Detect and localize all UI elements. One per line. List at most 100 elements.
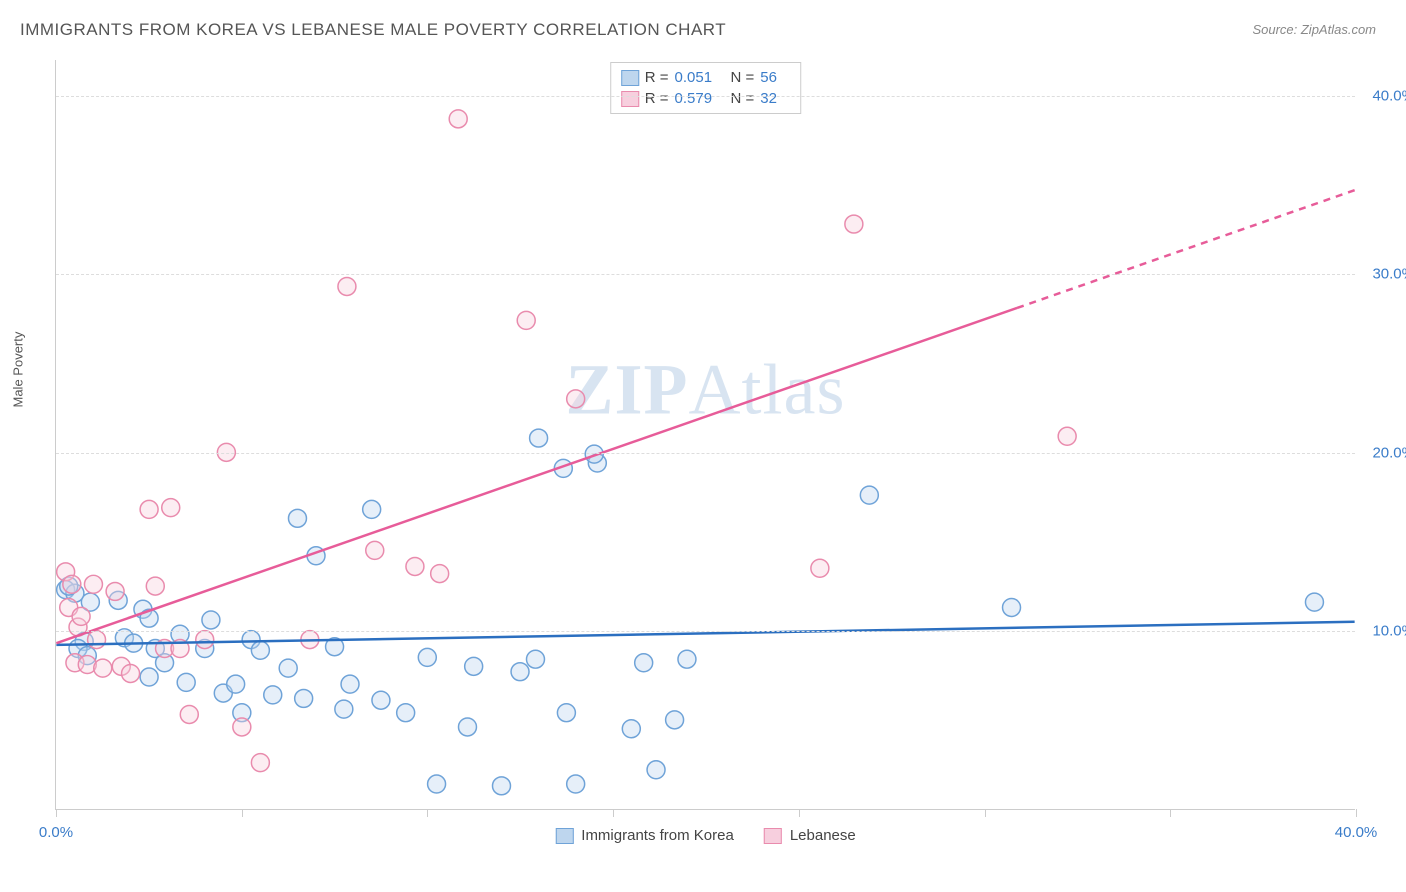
- data-point-korea: [678, 650, 696, 668]
- n-label: N =: [731, 69, 755, 86]
- legend-item-korea: Immigrants from Korea: [555, 827, 734, 844]
- x-tick-label: 40.0%: [1335, 824, 1378, 841]
- plot-area: ZIPAtlas R =0.051N =56R =0.579N =32 Immi…: [55, 60, 1355, 810]
- legend-swatch: [621, 70, 639, 86]
- gridline: [56, 274, 1355, 275]
- data-point-lebanese: [811, 559, 829, 577]
- data-point-korea: [635, 654, 653, 672]
- data-point-korea: [177, 673, 195, 691]
- data-point-korea: [251, 641, 269, 659]
- data-point-korea: [295, 689, 313, 707]
- data-point-lebanese: [406, 557, 424, 575]
- n-value: 32: [760, 90, 790, 107]
- r-value: 0.051: [675, 69, 725, 86]
- data-point-lebanese: [140, 500, 158, 518]
- data-point-korea: [666, 711, 684, 729]
- data-point-korea: [527, 650, 545, 668]
- data-point-korea: [860, 486, 878, 504]
- data-point-korea: [418, 648, 436, 666]
- data-point-korea: [227, 675, 245, 693]
- data-point-korea: [335, 700, 353, 718]
- data-point-korea: [458, 718, 476, 736]
- data-point-korea: [622, 720, 640, 738]
- data-point-korea: [279, 659, 297, 677]
- gridline: [56, 631, 1355, 632]
- gridline: [56, 453, 1355, 454]
- r-label: R =: [645, 90, 669, 107]
- correlation-stats-box: R = 0.051 N = 56 R = 0.579 N = 32: [610, 62, 802, 114]
- data-point-korea: [372, 691, 390, 709]
- y-tick-label: 40.0%: [1360, 87, 1406, 104]
- x-tick: [985, 809, 986, 817]
- r-label: R =: [645, 69, 669, 86]
- legend-swatch: [621, 91, 639, 107]
- n-value: 56: [760, 69, 790, 86]
- data-point-lebanese: [1058, 427, 1076, 445]
- data-point-lebanese: [94, 659, 112, 677]
- data-point-lebanese: [122, 664, 140, 682]
- data-point-lebanese: [146, 577, 164, 595]
- data-point-korea: [341, 675, 359, 693]
- data-point-lebanese: [84, 575, 102, 593]
- series-legend: Immigrants from Korea Lebanese: [555, 827, 855, 844]
- r-value: 0.579: [675, 90, 725, 107]
- data-point-korea: [288, 509, 306, 527]
- x-tick: [242, 809, 243, 817]
- data-point-korea: [202, 611, 220, 629]
- data-point-korea: [647, 761, 665, 779]
- legend-label: Lebanese: [790, 827, 856, 844]
- data-point-korea: [511, 663, 529, 681]
- data-point-lebanese: [567, 390, 585, 408]
- data-point-korea: [428, 775, 446, 793]
- stats-row-korea: R = 0.051 N = 56: [621, 67, 791, 88]
- y-axis-label: Male Poverty: [11, 332, 26, 408]
- x-tick: [427, 809, 428, 817]
- data-point-korea: [465, 657, 483, 675]
- data-point-korea: [530, 429, 548, 447]
- trendline-lebanese: [56, 308, 1017, 643]
- x-tick: [799, 809, 800, 817]
- data-point-lebanese: [366, 541, 384, 559]
- data-point-lebanese: [63, 575, 81, 593]
- data-point-korea: [140, 668, 158, 686]
- gridline: [56, 96, 1355, 97]
- data-point-lebanese: [338, 277, 356, 295]
- data-point-korea: [363, 500, 381, 518]
- data-point-lebanese: [845, 215, 863, 233]
- x-tick-label: 0.0%: [39, 824, 73, 841]
- data-point-lebanese: [449, 110, 467, 128]
- stats-row-lebanese: R = 0.579 N = 32: [621, 88, 791, 109]
- legend-swatch: [555, 828, 573, 844]
- data-point-lebanese: [517, 311, 535, 329]
- source-attribution: Source: ZipAtlas.com: [1252, 22, 1376, 37]
- data-point-korea: [557, 704, 575, 722]
- chart-title: IMMIGRANTS FROM KOREA VS LEBANESE MALE P…: [20, 20, 726, 40]
- data-point-lebanese: [233, 718, 251, 736]
- data-point-lebanese: [162, 499, 180, 517]
- trendline-dashed-lebanese: [1017, 190, 1355, 308]
- n-label: N =: [731, 90, 755, 107]
- x-tick: [56, 809, 57, 817]
- x-tick: [613, 809, 614, 817]
- data-point-lebanese: [431, 565, 449, 583]
- data-point-lebanese: [251, 754, 269, 772]
- legend-item-lebanese: Lebanese: [764, 827, 856, 844]
- y-tick-label: 30.0%: [1360, 266, 1406, 283]
- data-point-korea: [397, 704, 415, 722]
- x-tick: [1356, 809, 1357, 817]
- data-point-korea: [567, 775, 585, 793]
- data-point-lebanese: [72, 607, 90, 625]
- legend-swatch: [764, 828, 782, 844]
- data-point-korea: [492, 777, 510, 795]
- data-point-korea: [1305, 593, 1323, 611]
- x-tick: [1170, 809, 1171, 817]
- y-tick-label: 10.0%: [1360, 623, 1406, 640]
- data-point-lebanese: [106, 582, 124, 600]
- data-point-korea: [1003, 598, 1021, 616]
- data-point-lebanese: [196, 631, 214, 649]
- data-point-korea: [264, 686, 282, 704]
- data-point-lebanese: [180, 705, 198, 723]
- y-tick-label: 20.0%: [1360, 444, 1406, 461]
- legend-label: Immigrants from Korea: [581, 827, 734, 844]
- data-point-lebanese: [88, 631, 106, 649]
